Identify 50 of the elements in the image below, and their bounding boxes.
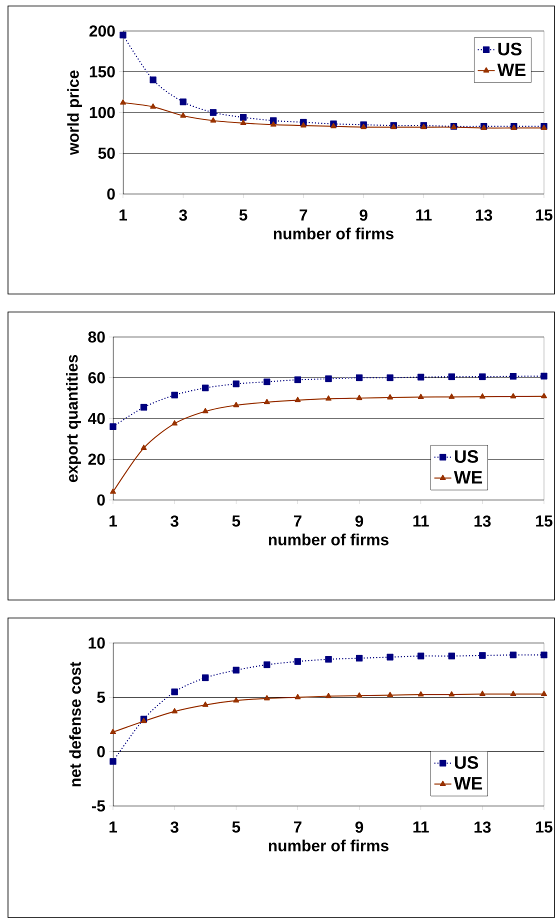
- y-tick-label: 0: [97, 746, 105, 758]
- x-tick-label: 9: [355, 516, 364, 527]
- y-axis-title: net defense cost: [69, 662, 81, 786]
- x-tick-label: 11: [413, 822, 429, 832]
- legend-label: US: [498, 42, 522, 56]
- y-tick-label: 40: [88, 412, 105, 424]
- x-tick-label: 3: [170, 516, 178, 527]
- x-tick-label: 13: [476, 210, 492, 221]
- y-tick-label: -5: [92, 800, 106, 812]
- x-tick-label: 3: [170, 822, 178, 833]
- x-tick-label: 5: [239, 210, 248, 221]
- x-tick-label: 9: [360, 210, 368, 221]
- y-tick-label: 20: [88, 454, 105, 465]
- y-tick-label: 150: [90, 66, 115, 78]
- x-tick-label: 1: [120, 210, 127, 220]
- x-axis-title: number of firms: [268, 534, 388, 546]
- x-tick-label: 13: [474, 822, 491, 833]
- x-axis-title: number of firms: [268, 840, 388, 852]
- x-tick-label: 5: [232, 516, 240, 527]
- x-tick-label: 7: [300, 210, 308, 220]
- y-tick-label: 0: [97, 494, 105, 506]
- y-tick-label: 60: [88, 372, 105, 384]
- x-tick-label: 11: [413, 516, 429, 526]
- y-tick-label: 100: [90, 106, 115, 118]
- x-tick-label: 9: [355, 822, 364, 833]
- legend-label: WE: [454, 471, 482, 484]
- legend-label: WE: [497, 64, 526, 76]
- y-tick-label: 50: [98, 148, 115, 159]
- legend-label: US: [454, 450, 478, 463]
- x-tick-label: 15: [536, 516, 552, 527]
- x-tick-label: 7: [294, 822, 302, 832]
- x-tick-label: 3: [179, 210, 187, 221]
- y-tick-label: 80: [88, 331, 105, 343]
- x-tick-label: 7: [294, 516, 302, 526]
- y-tick-label: 10: [88, 637, 105, 649]
- x-axis-title: number of firms: [274, 228, 394, 240]
- x-tick-label: 11: [416, 210, 432, 220]
- y-axis-title: world price: [67, 70, 82, 156]
- x-tick-label: 1: [110, 516, 117, 526]
- y-tick-label: 0: [107, 188, 115, 200]
- x-tick-label: 5: [232, 822, 240, 833]
- x-tick-label: 15: [536, 210, 552, 221]
- y-axis-title: export quantities: [66, 354, 81, 482]
- legend-label: US: [454, 756, 478, 769]
- y-tick-label: 200: [89, 25, 115, 37]
- x-tick-label: 13: [474, 516, 491, 527]
- x-tick-label: 1: [110, 822, 117, 832]
- legend-label: WE: [454, 777, 482, 790]
- x-tick-label: 15: [536, 822, 552, 833]
- y-tick-label: 5: [97, 692, 106, 703]
